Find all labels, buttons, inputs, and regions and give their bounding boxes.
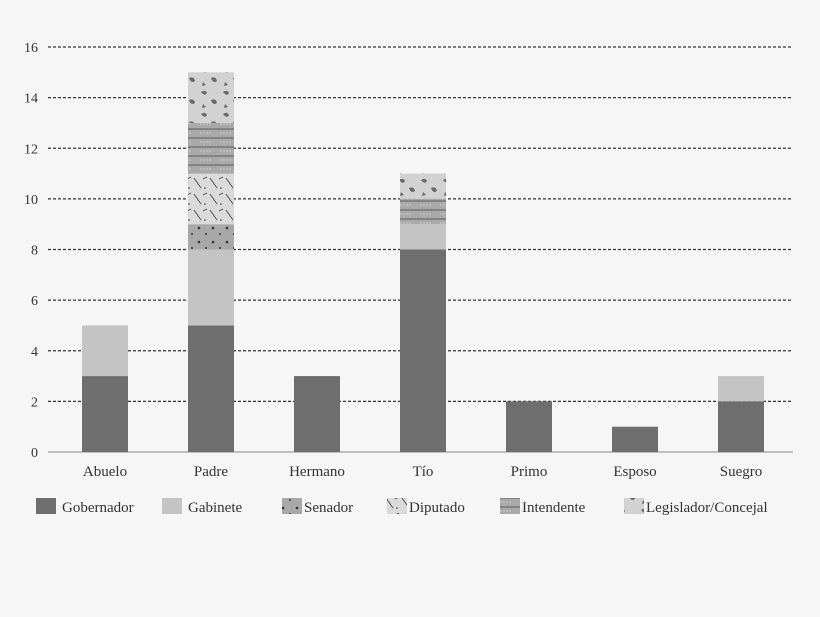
bar-segment-legislador-concejal [188, 72, 234, 123]
bar-segment-diputado [188, 173, 234, 225]
legend-label: Legislador/Concejal [646, 500, 768, 516]
legend-label: Gabinete [188, 500, 242, 516]
x-tick-label: Tío [413, 464, 434, 480]
bar-segment-gobernador [612, 426, 658, 452]
legend-swatch [500, 498, 520, 514]
x-tick-label: Suegro [720, 464, 763, 480]
bar-segment-gobernador [718, 401, 764, 452]
legend-label: Gobernador [62, 500, 134, 516]
legend-label: Intendente [522, 500, 586, 516]
bar-segment-gabinete [82, 325, 128, 377]
y-tick-label: 4 [31, 345, 38, 360]
y-tick-label: 6 [31, 294, 38, 309]
legend-label: Diputado [409, 500, 465, 516]
legend-swatch [387, 498, 407, 514]
bar-segment-gobernador [506, 401, 552, 452]
y-tick-label: 8 [31, 244, 38, 259]
bar-segment-senador [188, 224, 234, 250]
x-tick-label: Primo [511, 464, 548, 480]
bar-segment-gobernador [400, 249, 446, 452]
legend-swatch [36, 498, 56, 514]
bar-segment-gobernador [294, 376, 340, 452]
y-tick-label: 2 [31, 395, 38, 410]
legend-swatch [162, 498, 182, 514]
y-tick-label: 14 [24, 92, 38, 107]
y-tick-label: 16 [24, 41, 38, 56]
y-tick-label: 0 [31, 446, 38, 461]
x-tick-label: Padre [194, 464, 228, 480]
y-tick-label: 10 [24, 193, 38, 208]
bar-segment-gabinete [188, 249, 234, 326]
bar-segment-gabinete [400, 224, 446, 250]
y-tick-label: 12 [24, 142, 38, 157]
bar-segment-intendente [400, 198, 446, 225]
legend-label: Senador [304, 500, 353, 516]
x-tick-label: Hermano [289, 464, 345, 480]
legend-swatch [624, 498, 644, 514]
x-tick-label: Esposo [613, 464, 656, 480]
bar-segment-gobernador [188, 325, 234, 452]
bar-segment-legislador-concejal [400, 173, 446, 199]
x-tick-label: Abuelo [83, 464, 127, 480]
bar-segment-intendente [188, 122, 234, 174]
bar-segment-gabinete [718, 376, 764, 402]
legend-swatch [282, 498, 302, 514]
bar-segment-gobernador [82, 376, 128, 452]
